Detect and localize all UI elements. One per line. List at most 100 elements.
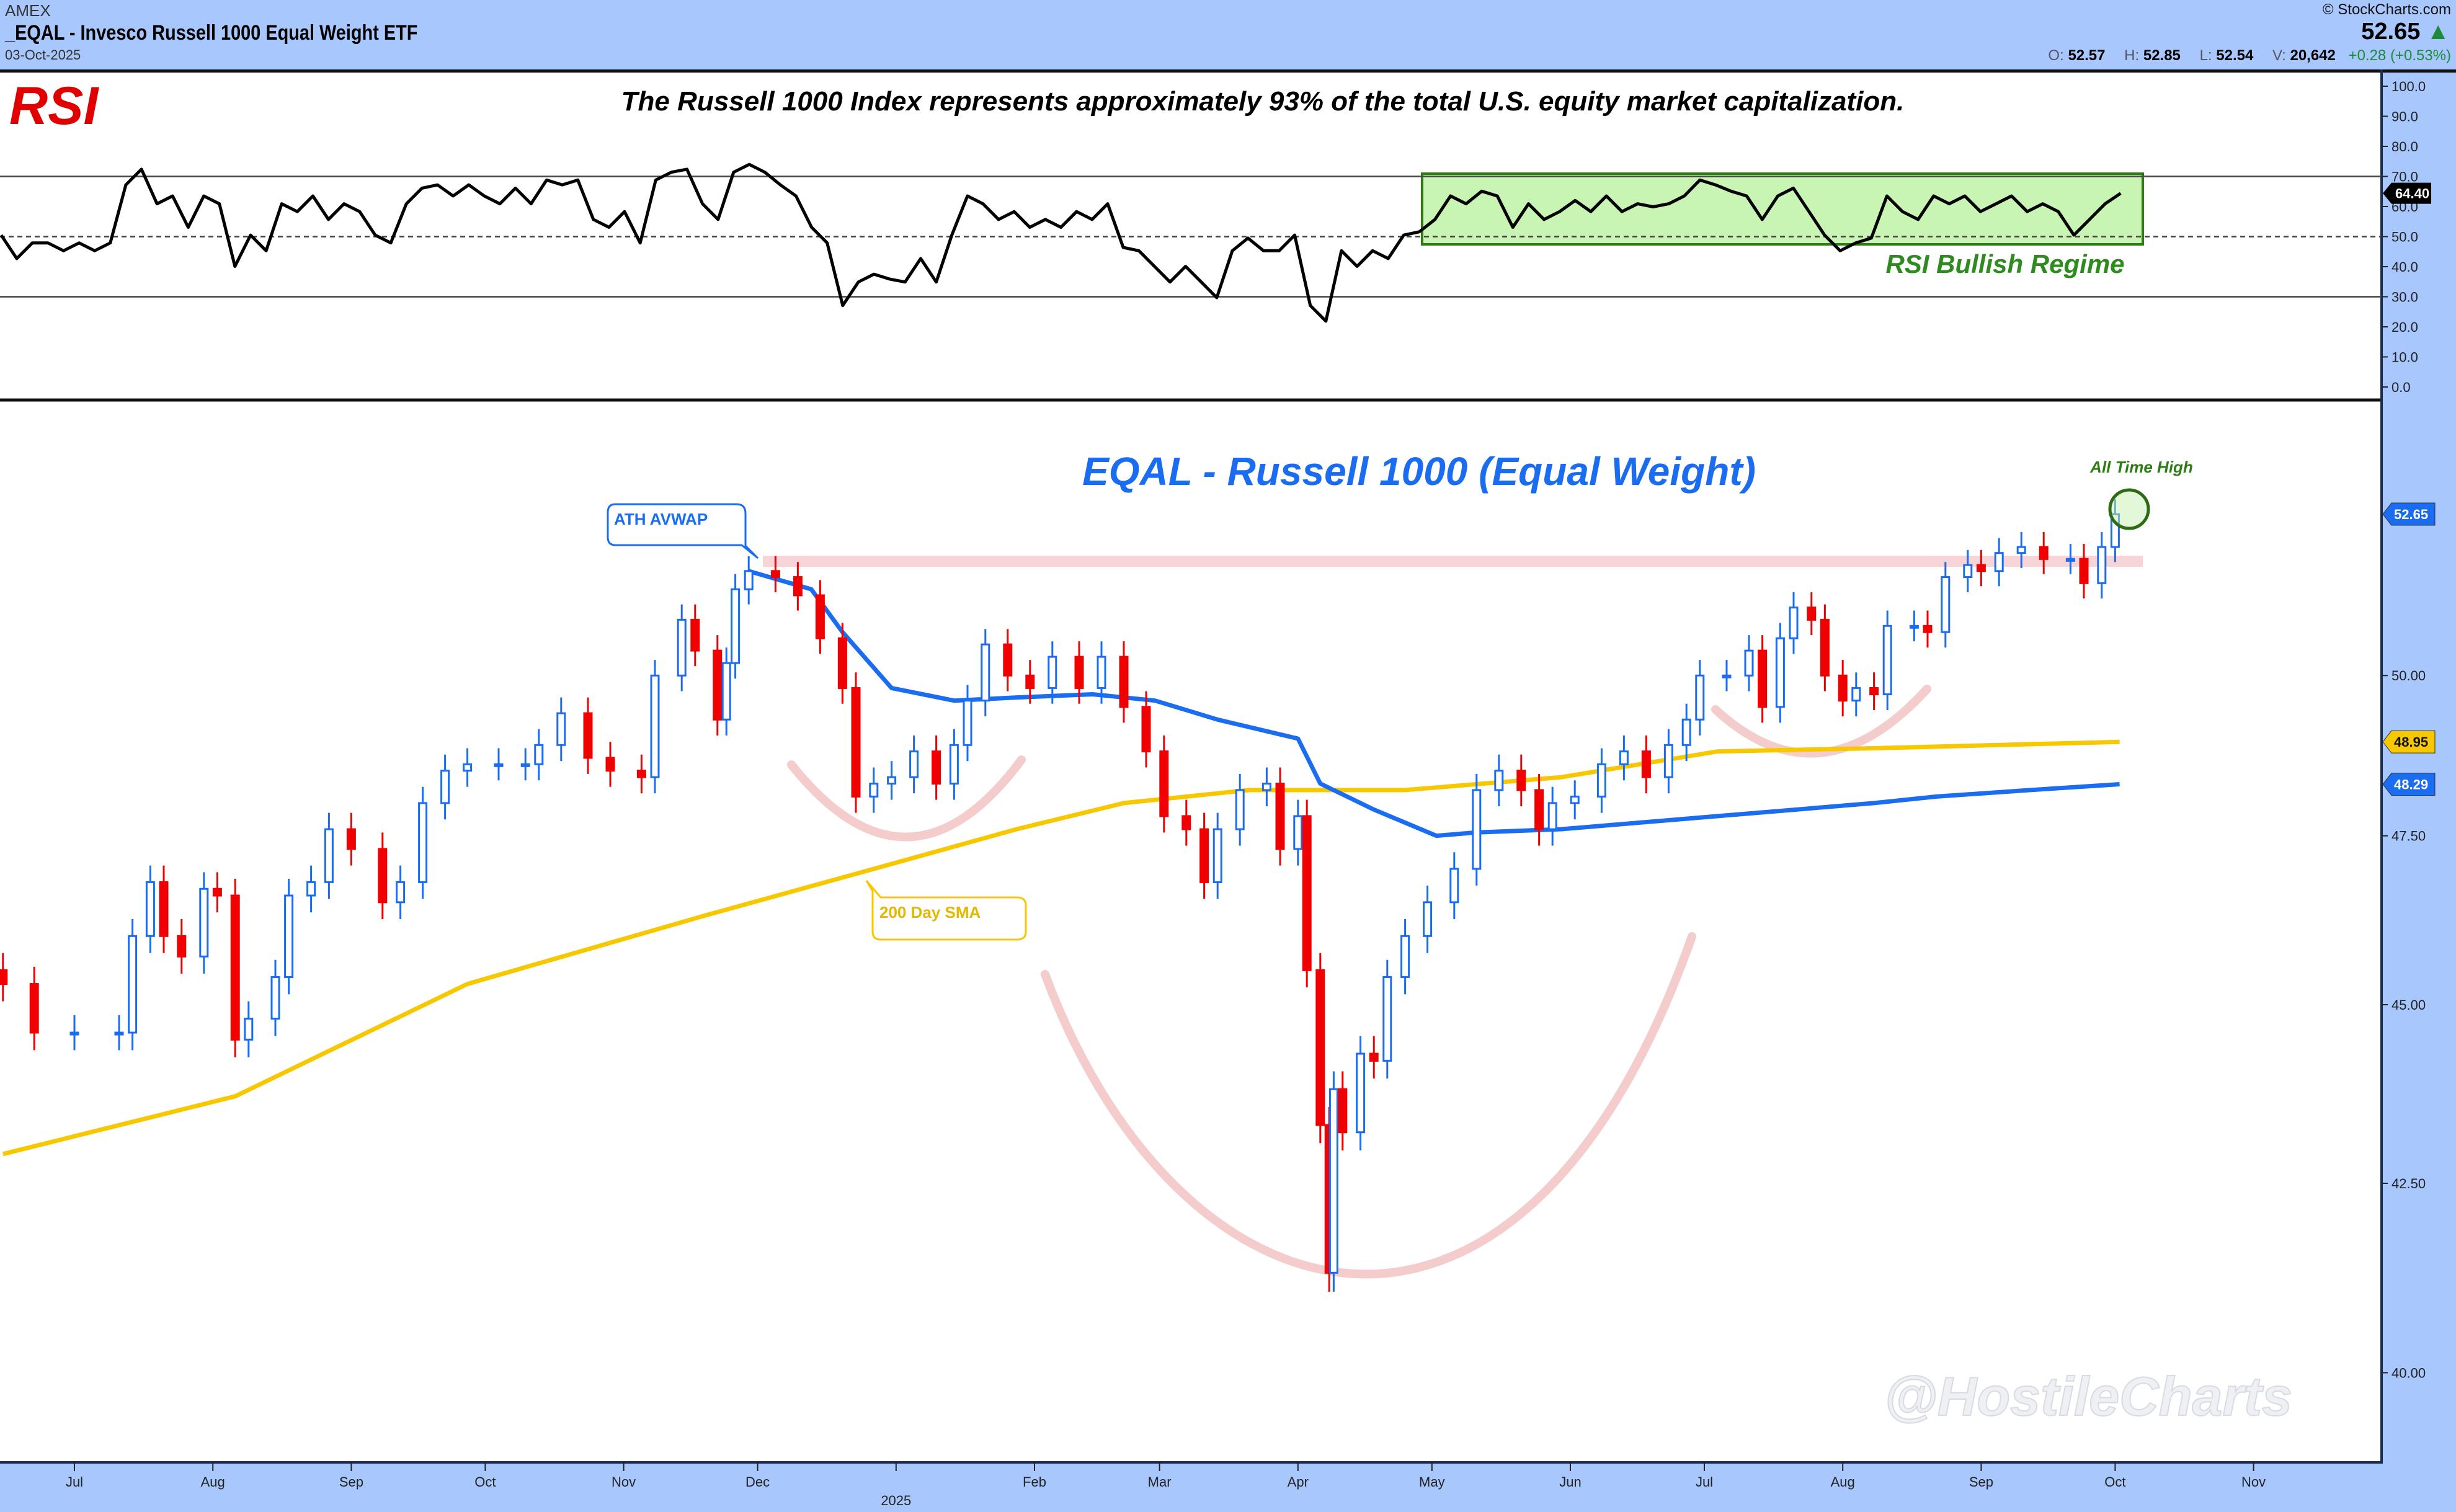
candle — [981, 629, 990, 717]
candle-body — [1494, 770, 1504, 791]
candle-body — [1976, 564, 1986, 572]
rsi-tick-label: 100.0 — [2391, 79, 2426, 94]
candle — [636, 754, 646, 794]
last-price-value: 52.65 — [2361, 19, 2421, 45]
candle-body — [378, 848, 388, 904]
rsi-tick-label: 0.0 — [2391, 380, 2411, 395]
candle-body — [1838, 674, 1848, 702]
candle-body — [1472, 789, 1482, 870]
candle — [793, 562, 803, 611]
candle-body — [1235, 789, 1245, 830]
date-tick-label: Jul — [1696, 1474, 1713, 1490]
candle — [869, 767, 879, 813]
source-credit: © StockCharts.com — [2322, 1, 2451, 18]
candle-body — [1681, 718, 1691, 746]
candle-body — [440, 770, 450, 804]
candle — [1199, 812, 1209, 899]
candle-body — [199, 887, 209, 958]
candle-body — [721, 662, 731, 721]
date-tick-label: Sep — [1969, 1474, 1993, 1490]
candle — [1681, 703, 1691, 762]
candle — [1695, 660, 1705, 736]
candle — [690, 604, 700, 667]
candle-body — [1400, 935, 1410, 978]
candle-body — [159, 881, 169, 937]
candle — [1449, 852, 1459, 919]
candle — [396, 865, 406, 919]
candle — [837, 623, 847, 704]
candle-body — [1315, 969, 1325, 1126]
rsi-tick-label: 80.0 — [2391, 139, 2418, 154]
candle-body — [650, 674, 660, 778]
candle-body — [284, 894, 294, 978]
candle-body — [1923, 625, 1933, 633]
up-arrow-icon: ▲ — [2426, 19, 2450, 45]
candle — [212, 872, 222, 913]
candle — [284, 879, 294, 995]
date-tick-label: Nov — [2241, 1474, 2266, 1490]
date-tick-label: Apr — [1288, 1474, 1309, 1490]
candle — [2039, 531, 2049, 574]
candle — [1976, 549, 1986, 587]
candle — [851, 672, 861, 813]
candle-body — [583, 712, 593, 759]
sma200-value: 48.95 — [2394, 734, 2428, 750]
ohlc-readout: O: 52.57 H: 52.85 L: 52.54 V: 20,642 +0.… — [2033, 47, 2451, 64]
candle-body — [1534, 789, 1544, 830]
candle — [1838, 660, 1848, 717]
candle — [270, 959, 280, 1036]
candle-body — [713, 649, 723, 721]
candle — [306, 865, 316, 913]
last-price-tag — [2382, 502, 2436, 526]
date-tick-label: Oct — [2104, 1474, 2125, 1490]
candle — [199, 872, 209, 974]
candle — [731, 574, 741, 679]
candle-body — [1025, 674, 1035, 689]
candle — [963, 685, 972, 762]
price-tick-label: 45.00 — [2391, 997, 2426, 1013]
candle — [1851, 672, 1861, 717]
candle-body — [1119, 656, 1129, 708]
candle-body — [244, 1017, 254, 1041]
candle-body — [1423, 901, 1433, 937]
candle — [1382, 959, 1392, 1078]
candle-body — [1212, 828, 1222, 883]
candle — [1820, 604, 1830, 692]
candle — [770, 556, 780, 593]
date-tick-label: Mar — [1148, 1474, 1172, 1490]
candle — [744, 556, 754, 605]
candle-body — [963, 700, 972, 746]
candle — [1003, 629, 1013, 692]
candle — [887, 761, 897, 800]
date-tick-label: Sep — [339, 1474, 363, 1490]
candle-body — [1722, 674, 1732, 678]
candle — [230, 879, 240, 1057]
candle — [1315, 953, 1325, 1144]
candle-body — [1199, 828, 1209, 883]
candle — [128, 918, 138, 1051]
candle — [1744, 635, 1754, 692]
candle-body — [1356, 1052, 1366, 1134]
open-value: 52.57 — [2068, 47, 2106, 64]
candle — [1547, 786, 1557, 846]
candle — [1619, 735, 1629, 781]
candle — [1534, 773, 1544, 846]
high-value: 52.85 — [2143, 47, 2181, 64]
watermark: @HostileCharts — [1884, 1366, 2292, 1427]
rsi-tick-label: 20.0 — [2391, 319, 2418, 335]
candle-body — [1382, 976, 1392, 1062]
candle — [0, 953, 8, 1002]
candle — [932, 735, 941, 800]
candle-body — [815, 594, 825, 639]
exchange-label: AMEX — [5, 1, 51, 20]
last-price-value: 52.65 — [2394, 507, 2428, 522]
rsi-label: RSI — [9, 76, 99, 136]
candle — [494, 748, 504, 781]
candle — [2065, 544, 2075, 574]
headline: The Russell 1000 Index represents approx… — [621, 86, 1905, 117]
candle — [1400, 918, 1410, 995]
candle — [1909, 610, 1919, 642]
candle — [677, 604, 687, 692]
candle — [2016, 531, 2026, 568]
candle — [1141, 691, 1151, 768]
